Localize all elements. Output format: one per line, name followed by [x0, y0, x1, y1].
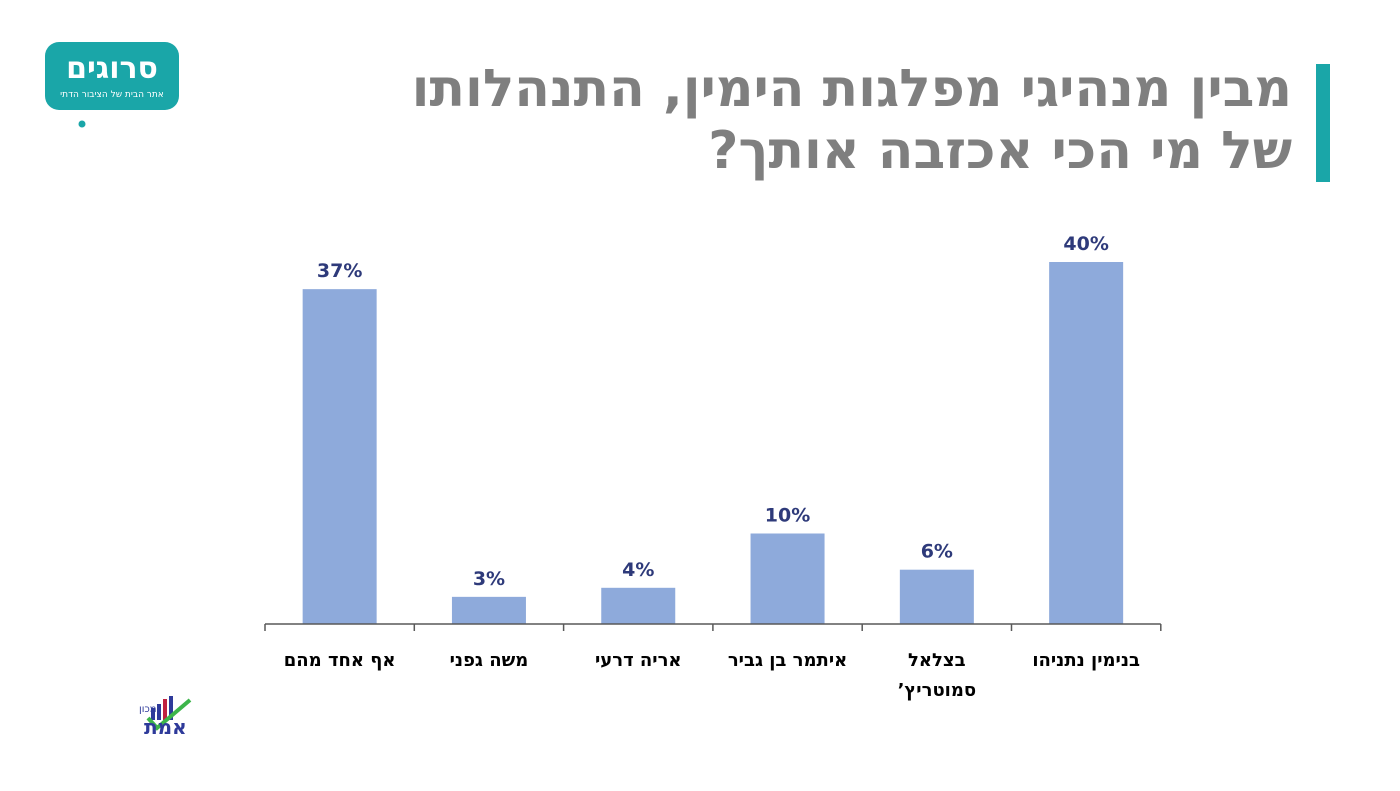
nitunei-emet-name: נתוני אמת	[144, 715, 194, 739]
category-label-3-line-0: איתמר בן גביר	[728, 650, 847, 671]
data-label-3: 10%	[765, 505, 810, 527]
category-label-3: איתמר בן גביר	[728, 650, 847, 671]
category-label-5-line-0: בנימין נתניהו	[1032, 650, 1140, 671]
labels-layer: 37% אף אחד מהם 3% משה גפני 4% אריה דרעי 10% אית…	[284, 233, 1140, 701]
category-label-5: בנימין נתניהו	[1032, 650, 1140, 671]
slide-title: מבין מנהיגי מפלגות הימין, התנהלותו של מי…	[292, 58, 1292, 182]
category-label-4-line-0: בצלאל	[908, 650, 966, 671]
nitunei-emet-logo: מכון נתוני אמת	[139, 696, 194, 739]
nitunei-emet-prefix: מכון	[139, 704, 157, 715]
slide-title-line-1: מבין מנהיגי מפלגות הימין, התנהלותו	[411, 59, 1292, 119]
data-label-4: 6%	[921, 541, 953, 563]
data-label-0: 37%	[317, 260, 362, 282]
srugim-logo-name: סרוגים	[66, 51, 158, 86]
title-accent-bar	[1316, 64, 1330, 182]
srugim-logo-tagline: אתר הבית של הציבור הדתי	[60, 90, 164, 100]
bar-2	[601, 587, 676, 624]
category-label-4-line-1: סמוטריץ’	[898, 680, 977, 701]
data-label-5: 40%	[1063, 233, 1108, 255]
bars-layer	[302, 262, 1124, 624]
category-label-0: אף אחד מהם	[284, 650, 396, 671]
bar-3	[750, 533, 825, 624]
bar-5	[1049, 262, 1124, 624]
data-label-2: 4%	[622, 559, 654, 581]
axis-layer	[264, 623, 1162, 631]
category-label-1-line-0: משה גפני	[450, 650, 529, 671]
category-label-2: אריה דרעי	[595, 650, 682, 671]
category-label-1: משה גפני	[450, 650, 529, 671]
bar-0	[302, 289, 377, 624]
srugim-logo: סרוגים אתר הבית של הציבור הדתי	[45, 42, 179, 128]
bar-4	[899, 569, 974, 624]
category-label-2-line-0: אריה דרעי	[595, 650, 682, 671]
slide-title-line-2: של מי הכי אכזבה אותך?	[708, 121, 1292, 181]
category-label-4: בצלאל סמוטריץ’	[898, 650, 977, 701]
category-label-0-line-0: אף אחד מהם	[284, 650, 396, 671]
data-label-1: 3%	[473, 568, 505, 590]
bar-1	[451, 596, 526, 624]
